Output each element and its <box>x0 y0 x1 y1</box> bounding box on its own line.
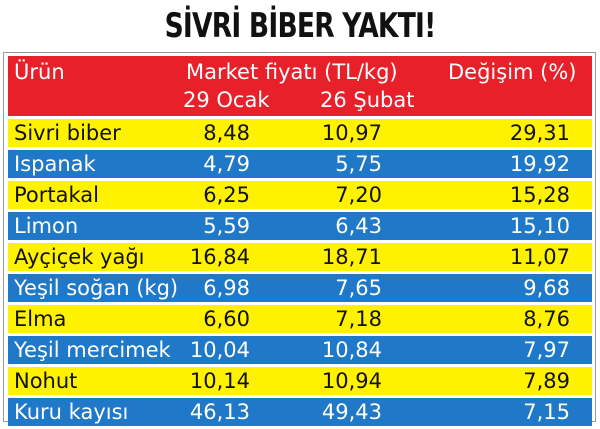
table-row: Yeşil mercimek 10,04 10,84 7,97 <box>8 336 592 364</box>
table-row: Sivri biber 8,48 10,97 29,31 <box>8 119 592 147</box>
cell-product: Limon <box>14 214 79 238</box>
cell-product: Ispanak <box>14 152 96 176</box>
cell-change: 11,07 <box>509 245 570 269</box>
cell-product: Yeşil mercimek <box>14 338 171 362</box>
cell-price-jan29: 5,59 <box>203 214 250 238</box>
cell-price-jan29: 10,14 <box>189 369 250 393</box>
table-row: Ispanak 4,79 5,75 19,92 <box>8 150 592 178</box>
table-row: Kuru kayısı 46,13 49,43 7,15 <box>8 398 592 426</box>
cell-change: 29,31 <box>509 121 570 145</box>
cell-price-jan29: 8,48 <box>203 121 250 145</box>
page-title: SİVRİ BİBER YAKTI! <box>164 6 437 46</box>
cell-product: Yeşil soğan (kg) <box>14 276 179 300</box>
table-row: Ayçiçek yağı 16,84 18,71 11,07 <box>8 243 592 271</box>
cell-change: 7,15 <box>523 400 570 424</box>
cell-price-feb26: 49,43 <box>321 400 382 424</box>
cell-product: Kuru kayısı <box>14 400 129 424</box>
cell-change: 7,97 <box>523 338 570 362</box>
cell-price-jan29: 10,04 <box>189 338 250 362</box>
table-body: Sivri biber 8,48 10,97 29,31 Ispanak 4,79 5,75… <box>8 119 592 429</box>
cell-price-jan29: 4,79 <box>203 152 250 176</box>
cell-change: 15,10 <box>509 214 570 238</box>
cell-product: Ayçiçek yağı <box>14 245 145 269</box>
table-row: Limon 5,59 6,43 15,10 <box>8 212 592 240</box>
header-change: Değişim (%) <box>448 60 577 84</box>
table-row: Yeşil soğan (kg) 6,98 7,65 9,68 <box>8 274 592 302</box>
header-market-price: Market fiyatı (TL/kg) <box>186 60 398 84</box>
table-header: Ürün Market fiyatı (TL/kg) Değişim (%) 2… <box>8 56 592 116</box>
cell-price-feb26: 10,94 <box>321 369 382 393</box>
cell-change: 9,68 <box>523 276 570 300</box>
cell-product: Nohut <box>14 369 78 393</box>
header-date-feb26: 26 Şubat <box>320 88 415 112</box>
cell-product: Elma <box>14 307 67 331</box>
cell-price-jan29: 6,60 <box>203 307 250 331</box>
cell-price-feb26: 7,18 <box>335 307 382 331</box>
cell-price-jan29: 46,13 <box>189 400 250 424</box>
cell-change: 19,92 <box>509 152 570 176</box>
cell-price-jan29: 6,25 <box>203 183 250 207</box>
cell-price-feb26: 10,97 <box>321 121 382 145</box>
cell-product: Sivri biber <box>14 121 121 145</box>
cell-price-feb26: 10,84 <box>321 338 382 362</box>
header-date-jan29: 29 Ocak <box>183 88 270 112</box>
header-product: Ürün <box>14 60 65 84</box>
cell-price-jan29: 6,98 <box>203 276 250 300</box>
cell-price-feb26: 6,43 <box>335 214 382 238</box>
cell-price-jan29: 16,84 <box>189 245 250 269</box>
table-row: Portakal 6,25 7,20 15,28 <box>8 181 592 209</box>
table-row: Nohut 10,14 10,94 7,89 <box>8 367 592 395</box>
cell-product: Portakal <box>14 183 99 207</box>
cell-change: 15,28 <box>509 183 570 207</box>
cell-price-feb26: 5,75 <box>335 152 382 176</box>
cell-price-feb26: 7,20 <box>335 183 382 207</box>
cell-change: 7,89 <box>523 369 570 393</box>
cell-change: 8,76 <box>523 307 570 331</box>
cell-price-feb26: 18,71 <box>321 245 382 269</box>
table-row: Elma 6,60 7,18 8,76 <box>8 305 592 333</box>
cell-price-feb26: 7,65 <box>335 276 382 300</box>
